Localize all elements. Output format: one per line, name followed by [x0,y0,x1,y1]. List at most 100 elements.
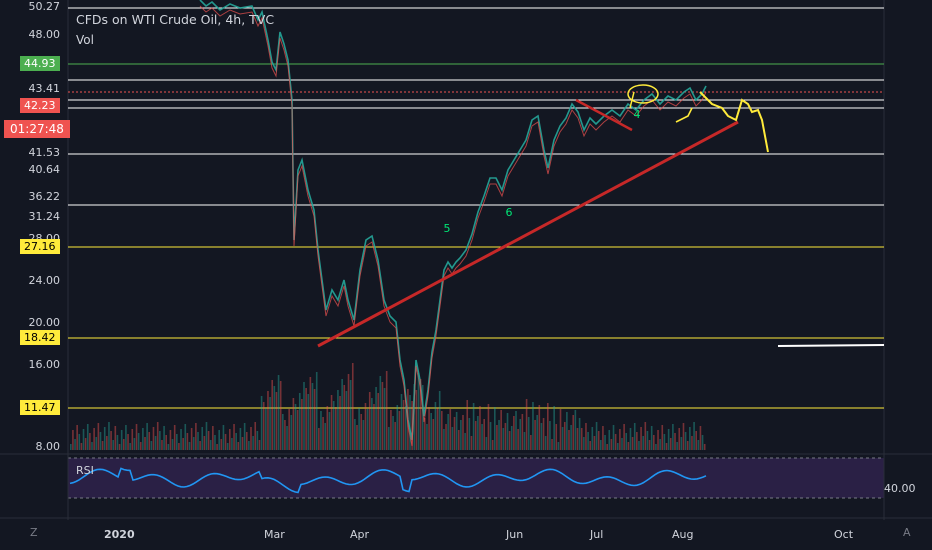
volume-bar-201 [496,425,498,450]
volume-bar-121 [326,406,329,450]
volume-bar-94 [269,397,271,450]
projection-tick [629,91,635,109]
volume-bar-129 [343,385,346,450]
volume-bar-190 [472,403,475,450]
volume-bar-196 [485,437,488,450]
volume-bar-293 [691,436,693,450]
volume-bar-44 [163,426,165,450]
volume-bar-48 [171,439,174,450]
volume-bar-132 [349,380,352,450]
volume-bar-192 [477,416,479,450]
volume-bar-159 [407,389,409,450]
volume-bar-82 [243,423,246,450]
volume-bar-296 [697,440,700,450]
volume-bar-97 [275,392,278,450]
volume-bar-204 [502,428,505,450]
volume-bar-63 [203,436,206,450]
volume-bar-209 [513,416,515,450]
volume-bar-141 [368,392,371,450]
volume-bar-198 [489,422,492,450]
volume-bar-202 [498,420,500,450]
volume-bar-241 [580,428,583,450]
volume-bar-214 [523,432,526,450]
volume-bar-70 [218,430,220,450]
volume-bar-197 [487,404,490,450]
volume-bar-230 [557,442,560,450]
volume-bar-10 [91,442,93,450]
volume-bar-117 [318,428,320,450]
volume-bar-246 [591,427,594,450]
y-tick-label: 48.00 [28,28,61,41]
volume-bar-288 [680,437,683,450]
volume-legend: Vol [76,33,94,47]
volume-bar-37 [148,432,151,450]
volume-bar-133 [351,363,354,450]
volume-bar-27 [127,434,129,450]
volume-bar-46 [167,444,170,450]
volume-bar-80 [239,428,242,450]
volume-bar-92 [265,408,267,450]
volume-bar-108 [298,393,301,450]
wave-label-2: 4 [634,108,641,121]
volume-bar-99 [279,381,282,450]
volume-bar-148 [383,388,386,450]
price-badge: 11.47 [20,400,60,415]
volume-bar-58 [192,437,195,450]
volume-bar-250 [600,440,602,450]
volume-bar-55 [186,433,189,450]
volume-bar-64 [205,422,208,450]
volume-bar-155 [398,411,401,450]
volume-bar-261 [623,424,625,450]
price-badge: 44.93 [20,56,60,71]
volume-bar-127 [339,396,341,450]
volume-bar-211 [517,429,519,450]
volume-bar-26 [125,425,127,450]
volume-bar-171 [432,419,435,450]
volume-bar-122 [328,412,331,450]
wave-label-1: 6 [506,206,513,219]
timezone-icon[interactable]: Z [30,526,38,539]
y-tick-label: 20.00 [28,316,61,329]
volume-bar-135 [356,425,358,450]
volume-bar-225 [547,403,549,450]
volume-bar-53 [182,438,184,450]
volume-bar-28 [129,443,131,450]
volume-bar-274 [650,426,653,450]
volume-bar-138 [362,420,365,450]
y-tick-label: 16.00 [28,358,61,371]
volume-bar-68 [214,435,216,450]
auto-scale-icon[interactable]: A [903,526,911,539]
volume-bar-284 [672,424,674,450]
volume-bar-291 [686,441,689,450]
volume-bar-221 [538,405,541,450]
volume-bar-14 [99,432,102,450]
volume-bar-118 [320,411,322,450]
volume-bar-41 [156,422,159,450]
volume-bar-76 [231,438,233,450]
volume-bar-22 [116,435,119,450]
x-tick-label: 2020 [104,528,135,541]
volume-bar-20 [112,440,114,450]
volume-bar-96 [273,386,276,450]
volume-bar-5 [80,443,83,450]
x-tick-label: Apr [350,528,370,541]
volume-bar-126 [337,390,339,450]
volume-bar-79 [237,442,240,450]
volume-bar-188 [468,418,471,450]
volume-bar-299 [703,444,706,450]
volume-bar-150 [388,427,390,450]
volume-bar-1 [72,430,74,450]
volume-bar-163 [415,390,418,450]
volume-bar-215 [525,399,528,450]
volume-bar-235 [568,430,570,450]
volume-bar-151 [390,410,392,450]
volume-bar-270 [642,436,644,450]
volume-bar-298 [701,435,704,450]
volume-bar-54 [184,424,187,450]
volume-bar-205 [504,423,507,450]
volume-bar-13 [97,423,100,450]
highlight-ellipse [627,84,659,104]
volume-bar-177 [445,424,447,450]
